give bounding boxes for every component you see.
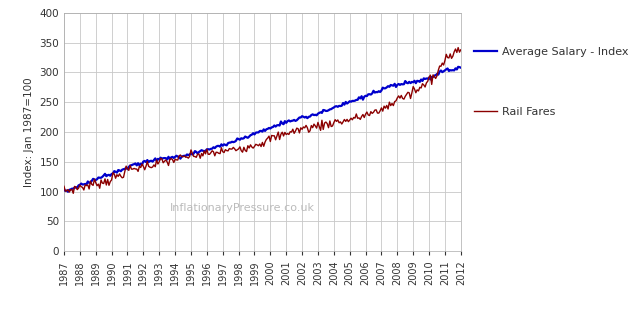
Average Salary - Index [333,104,340,108]
Rail Fares [374,111,381,115]
Line: Rail Fares: Rail Fares [64,48,461,193]
Line: Average Salary - Index: Average Salary - Index [64,67,461,192]
Average Salary - Index [454,65,462,69]
Rail Fares [333,119,340,123]
Legend: Average Salary - Index, Rail Fares: Average Salary - Index, Rail Fares [474,47,628,117]
Text: InflationaryPressure.co.uk: InflationaryPressure.co.uk [170,203,315,213]
Average Salary - Index [221,143,229,147]
Rail Fares [454,46,462,50]
Average Salary - Index [64,190,72,194]
Average Salary - Index [429,75,437,79]
Average Salary - Index [457,66,465,70]
Y-axis label: Index: Jan 1987=100: Index: Jan 1987=100 [24,77,34,187]
Rail Fares [60,185,68,188]
Rail Fares [457,48,465,52]
Average Salary - Index [374,90,381,94]
Rail Fares [396,96,404,100]
Rail Fares [235,147,243,151]
Rail Fares [221,148,229,152]
Rail Fares [69,191,77,195]
Average Salary - Index [396,83,404,87]
Rail Fares [429,73,437,77]
Average Salary - Index [235,137,243,141]
Average Salary - Index [60,188,68,192]
